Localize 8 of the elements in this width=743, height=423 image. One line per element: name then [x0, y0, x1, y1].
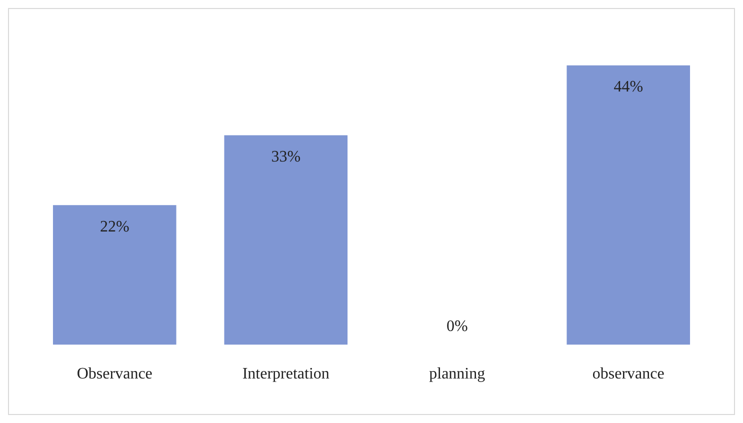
data-label: 33% [271, 148, 301, 166]
x-tick-label: Interpretation [242, 366, 330, 383]
data-label: 22% [100, 218, 130, 236]
x-tick-label: planning [429, 366, 486, 383]
data-label: 44% [614, 78, 644, 96]
x-tick-label: Observance [76, 366, 152, 383]
data-label: 0% [446, 318, 468, 336]
x-tick-label: observance [592, 366, 664, 383]
